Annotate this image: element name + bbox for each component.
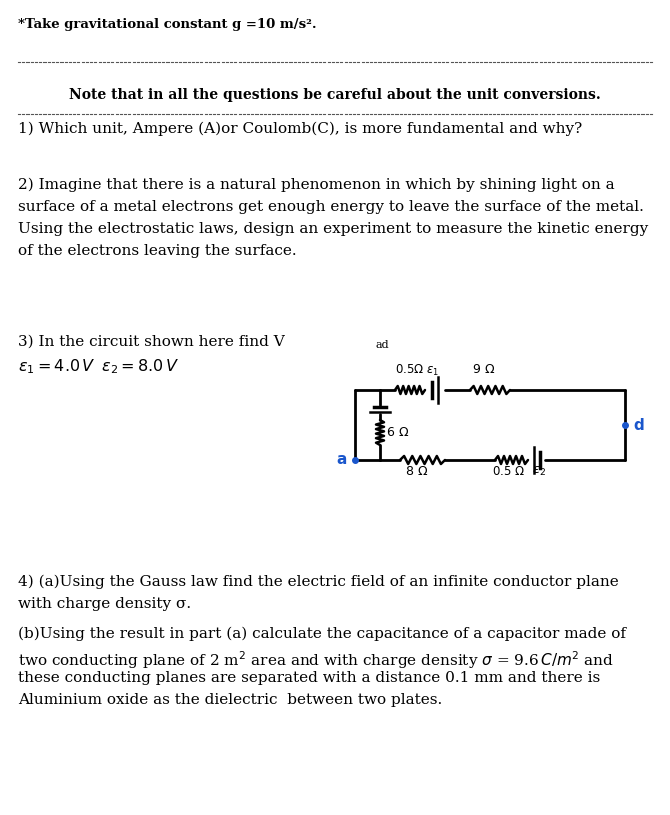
Text: $8\ \Omega$: $8\ \Omega$	[405, 465, 428, 478]
Text: with charge density σ.: with charge density σ.	[18, 597, 191, 611]
Text: 3) In the circuit shown here find V: 3) In the circuit shown here find V	[18, 335, 285, 349]
Text: 4) (a)Using the Gauss law find the electric field of an infinite conductor plane: 4) (a)Using the Gauss law find the elect…	[18, 575, 619, 589]
Text: a: a	[336, 452, 347, 468]
Text: $0.5\Omega\ \varepsilon_1$: $0.5\Omega\ \varepsilon_1$	[395, 363, 440, 378]
Text: of the electrons leaving the surface.: of the electrons leaving the surface.	[18, 244, 297, 258]
Text: $9\ \Omega$: $9\ \Omega$	[472, 363, 495, 376]
Text: Note that in all the questions be careful about the unit conversions.: Note that in all the questions be carefu…	[69, 88, 601, 102]
Text: 1) Which unit, Ampere (A)or Coulomb(C), is more fundamental and why?: 1) Which unit, Ampere (A)or Coulomb(C), …	[18, 122, 582, 136]
Text: d: d	[633, 417, 644, 433]
Text: these conducting planes are separated with a distance 0.1 mm and there is: these conducting planes are separated wi…	[18, 671, 600, 685]
Text: (b)Using the result in part (a) calculate the capacitance of a capacitor made of: (b)Using the result in part (a) calculat…	[18, 627, 626, 641]
Text: $\varepsilon_1 = 4.0\,V\;\;\varepsilon_2 = 8.0\,V$: $\varepsilon_1 = 4.0\,V\;\;\varepsilon_2…	[18, 357, 180, 376]
Text: Aluminium oxide as the dielectric  between two plates.: Aluminium oxide as the dielectric betwee…	[18, 693, 442, 707]
Text: Using the electrostatic laws, design an experiment to measure the kinetic energy: Using the electrostatic laws, design an …	[18, 222, 649, 236]
Text: *Take gravitational constant g =10 m/s².: *Take gravitational constant g =10 m/s².	[18, 18, 317, 31]
Text: $0.5\ \Omega$: $0.5\ \Omega$	[492, 465, 525, 478]
Text: surface of a metal electrons get enough energy to leave the surface of the metal: surface of a metal electrons get enough …	[18, 200, 644, 214]
Text: two conducting plane of 2 m$^2$ area and with charge density $\sigma$ = 9.6$\,C/: two conducting plane of 2 m$^2$ area and…	[18, 649, 614, 671]
Text: $\varepsilon_2$: $\varepsilon_2$	[532, 465, 546, 478]
Text: 2) Imagine that there is a natural phenomenon in which by shining light on a: 2) Imagine that there is a natural pheno…	[18, 178, 614, 192]
Text: ad: ad	[376, 340, 390, 350]
Text: $6\ \Omega$: $6\ \Omega$	[386, 425, 409, 438]
